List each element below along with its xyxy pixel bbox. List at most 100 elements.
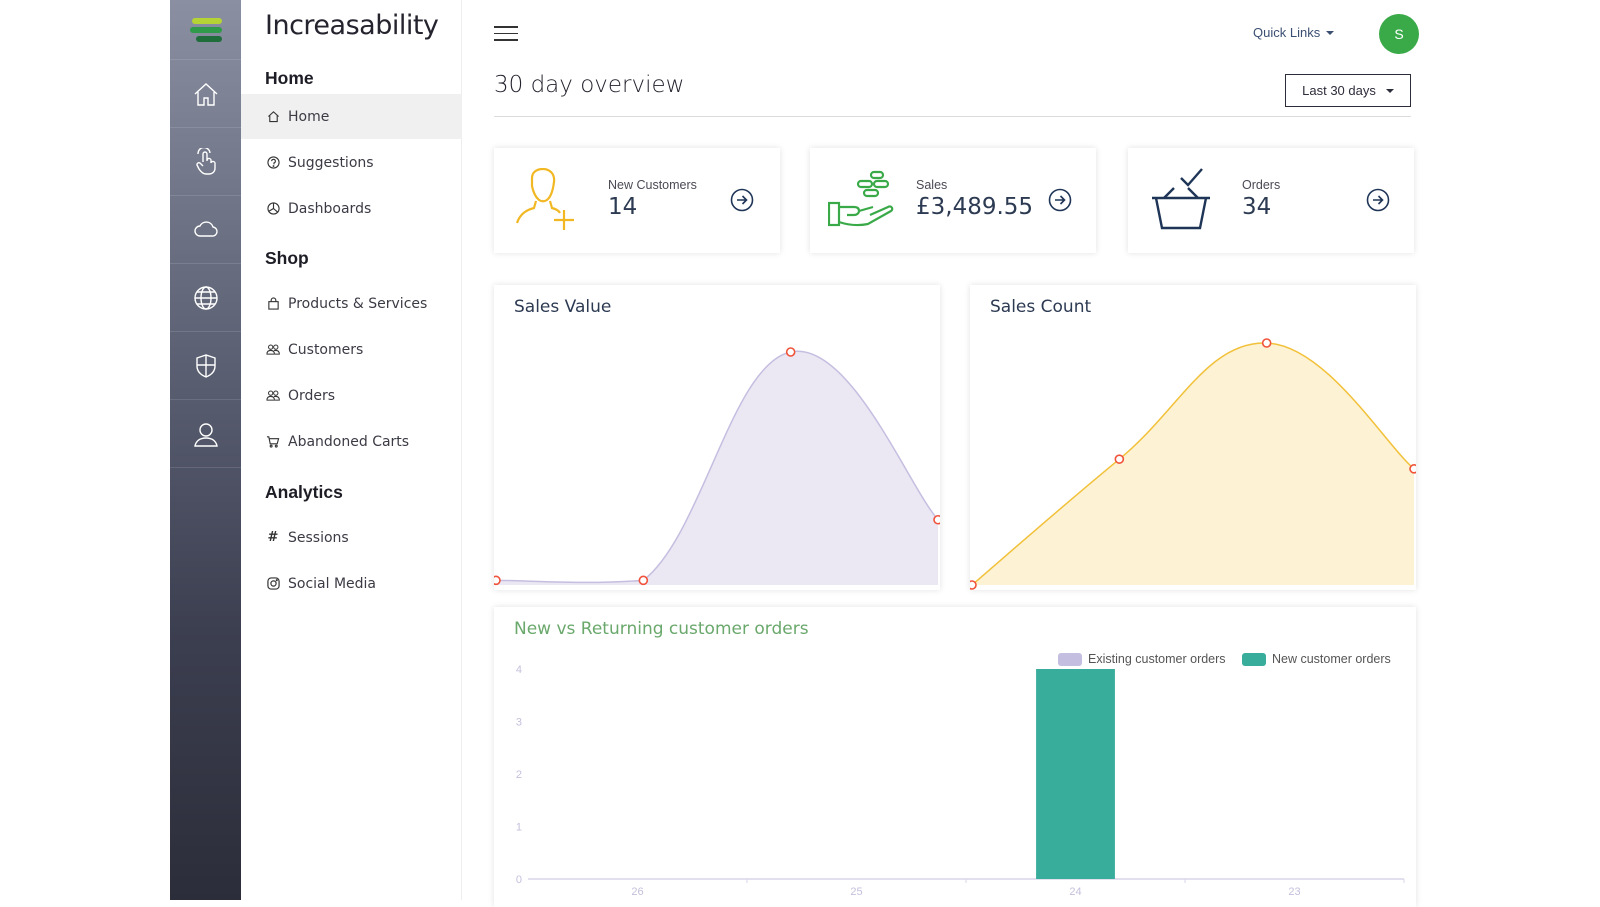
y-tick-label: 0 — [516, 874, 522, 886]
caret-down-icon — [1326, 30, 1335, 35]
area-fill — [496, 351, 938, 585]
sidebar: Increasability Home Home Suggestions Das… — [241, 0, 462, 900]
brand-name: Increasability — [265, 10, 439, 41]
menu-toggle-button[interactable] — [494, 26, 518, 42]
rail-cloud[interactable] — [170, 196, 241, 264]
data-point[interactable] — [494, 575, 501, 586]
legend-item-existing[interactable]: Existing customer orders — [1058, 652, 1226, 666]
sidebar-item-label: Orders — [288, 387, 336, 404]
rail-globe[interactable] — [170, 264, 241, 332]
bar[interactable] — [1036, 669, 1115, 879]
hamburger-line — [494, 39, 518, 41]
pie-chart-icon — [265, 201, 281, 217]
section-title-analytics: Analytics — [265, 482, 343, 502]
cart-icon — [265, 434, 281, 450]
stat-card-orders: Orders 34 — [1128, 148, 1414, 253]
x-tick-label: 23 — [1288, 886, 1300, 898]
chart-title: New vs Returning customer orders — [514, 619, 809, 639]
hamburger-line — [494, 32, 518, 35]
sales-value-chart — [494, 347, 940, 586]
stat-card-sales: Sales £3,489.55 — [810, 148, 1096, 253]
sidebar-item-abandoned-carts[interactable]: Abandoned Carts — [241, 419, 462, 464]
avatar[interactable]: S — [1379, 14, 1419, 54]
arrow-right-circle-icon[interactable] — [1366, 188, 1390, 212]
sidebar-item-label: Suggestions — [288, 154, 374, 171]
stat-label: Orders — [1242, 178, 1281, 192]
app-logo[interactable] — [170, 0, 241, 60]
home-icon — [265, 109, 281, 125]
sidebar-item-products-services[interactable]: Products & Services — [241, 281, 462, 326]
x-tick-label: 24 — [1069, 886, 1081, 898]
question-icon — [265, 155, 281, 171]
rail-suggestions[interactable] — [170, 128, 241, 196]
data-point[interactable] — [933, 514, 940, 525]
sidebar-item-label: Abandoned Carts — [288, 433, 410, 450]
hamburger-line — [494, 26, 518, 28]
legend-swatch — [1242, 652, 1266, 666]
y-tick-label: 1 — [516, 822, 522, 834]
sales-count-card: Sales Count — [970, 285, 1416, 590]
data-point[interactable] — [1114, 454, 1125, 464]
sidebar-item-label: Sessions — [288, 529, 349, 546]
stat-card-new-customers: New Customers 14 — [494, 148, 780, 253]
user-icon — [193, 422, 218, 447]
cloud-icon — [193, 220, 218, 237]
sidebar-item-label: Home — [288, 108, 330, 125]
instagram-icon — [265, 576, 281, 592]
sidebar-item-sessions[interactable]: # Sessions — [241, 515, 462, 560]
rail-home[interactable] — [170, 60, 241, 128]
sales-count-chart — [970, 338, 1416, 590]
x-tick-label: 26 — [631, 886, 643, 898]
arrow-right-circle-icon[interactable] — [730, 188, 754, 212]
legend-label: Existing customer orders — [1088, 652, 1226, 666]
users-icon — [265, 388, 281, 404]
sidebar-item-dashboards[interactable]: Dashboards — [241, 186, 462, 231]
sidebar-item-home[interactable]: Home — [241, 94, 462, 139]
caret-down-icon — [1385, 88, 1394, 93]
hand-coins-icon — [828, 170, 894, 227]
section-title-home: Home — [265, 68, 314, 88]
quick-links-dropdown[interactable]: Quick Links — [1253, 25, 1335, 40]
series-line — [495, 350, 939, 584]
add-user-icon — [515, 168, 574, 230]
home-icon — [194, 82, 217, 106]
rail-user[interactable] — [170, 400, 241, 468]
series-line — [971, 342, 1415, 586]
users-icon — [265, 342, 281, 358]
legend-swatch — [1058, 652, 1082, 666]
sidebar-item-social-media[interactable]: Social Media — [241, 561, 462, 606]
stat-value: 14 — [608, 194, 638, 220]
sidebar-item-suggestions[interactable]: Suggestions — [241, 140, 462, 185]
x-tick-label: 25 — [850, 886, 862, 898]
arrow-right-circle-icon[interactable] — [1048, 188, 1072, 212]
date-range-label: Last 30 days — [1302, 83, 1376, 98]
stat-label: Sales — [916, 178, 948, 192]
page-title: 30 day overview — [494, 72, 685, 98]
header-divider — [494, 116, 1411, 117]
legend-item-new[interactable]: New customer orders — [1242, 652, 1391, 666]
sales-value-card: Sales Value — [494, 285, 940, 590]
sidebar-item-customers[interactable]: Customers — [241, 327, 462, 372]
data-point[interactable] — [638, 575, 649, 586]
legend-label: New customer orders — [1272, 652, 1391, 666]
hand-pointer-icon — [195, 147, 216, 175]
data-point[interactable] — [970, 580, 977, 590]
hash-icon: # — [267, 530, 279, 545]
bag-icon — [265, 296, 281, 312]
data-point[interactable] — [1261, 338, 1272, 348]
basket-check-icon — [1152, 168, 1210, 230]
chart-title: Sales Count — [990, 297, 1092, 317]
sidebar-item-orders[interactable]: Orders — [241, 373, 462, 418]
date-range-dropdown[interactable]: Last 30 days — [1285, 74, 1411, 107]
data-point[interactable] — [1409, 464, 1416, 474]
y-tick-label: 3 — [516, 717, 522, 729]
logo-icon — [189, 17, 222, 42]
globe-icon — [193, 285, 218, 310]
area-fill — [972, 342, 1414, 585]
rail-shield[interactable] — [170, 332, 241, 400]
new-vs-returning-card: New vs Returning customer orders Existin… — [494, 607, 1416, 907]
sidebar-item-label: Products & Services — [288, 295, 428, 312]
data-point[interactable] — [785, 347, 796, 357]
